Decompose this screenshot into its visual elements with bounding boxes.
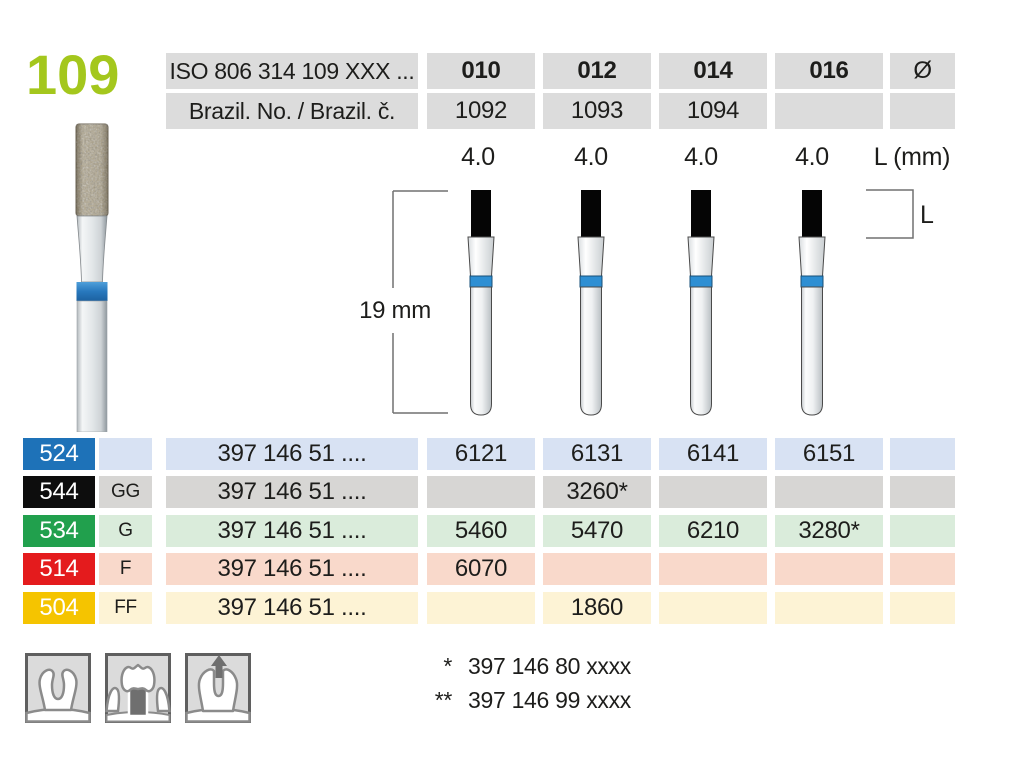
working-length-value: 4.0: [574, 142, 608, 171]
grit-label: [99, 438, 152, 470]
table-row: 504 FF 397 146 51 .... 1860: [0, 592, 1024, 624]
brazil-number: [775, 93, 883, 129]
grit-label: G: [99, 515, 152, 547]
order-number: [659, 553, 767, 585]
order-number: [427, 476, 535, 508]
shade-code-badge: 524: [23, 438, 95, 470]
bur-illustration-016: [798, 189, 826, 416]
bur-photo: [75, 123, 109, 432]
size-column-header: 016: [775, 53, 883, 89]
order-number: 5460: [427, 515, 535, 547]
article-number: 397 146 51 ....: [166, 553, 418, 585]
brazil-number-label: Brazil. No. / Brazil. č.: [166, 93, 418, 129]
brazil-number: 1093: [543, 93, 651, 129]
order-number: [890, 515, 955, 547]
order-number: 6070: [427, 553, 535, 585]
bur-neck: [76, 215, 108, 283]
order-number: [890, 553, 955, 585]
order-number: [659, 592, 767, 624]
shade-code-badge: 534: [23, 515, 95, 547]
working-length-label: L: [920, 201, 934, 229]
article-number: 397 146 51 ....: [166, 438, 418, 470]
order-number: [543, 553, 651, 585]
article-number: 397 146 51 ....: [166, 476, 418, 508]
table-row: 514 F 397 146 51 .... 6070: [0, 553, 1024, 585]
brazil-number: 1092: [427, 93, 535, 129]
order-number: [775, 553, 883, 585]
grit-label: F: [99, 553, 152, 585]
order-number: 6141: [659, 438, 767, 470]
order-number: 6151: [775, 438, 883, 470]
article-number: 397 146 51 ....: [166, 515, 418, 547]
diamond-head: [75, 123, 109, 217]
working-length-value: 4.0: [461, 142, 495, 171]
order-number: [890, 592, 955, 624]
application-icon-crown-removal: [185, 653, 251, 723]
working-length-value: 4.0: [795, 142, 829, 171]
figure-number: 109: [26, 43, 120, 106]
footnote-marker: **: [434, 686, 453, 713]
overall-length-label: 19 mm: [350, 297, 440, 325]
order-number: 3280*: [775, 515, 883, 547]
size-column-header: 012: [543, 53, 651, 89]
working-length-bracket: [866, 189, 914, 239]
order-number: [775, 476, 883, 508]
order-number: [890, 476, 955, 508]
order-number: [775, 592, 883, 624]
bur-shank: [76, 300, 108, 432]
grit-label: GG: [99, 476, 152, 508]
diameter-symbol: Ø: [890, 53, 955, 89]
brazil-number: [890, 93, 955, 129]
table-row: 534 G 397 146 51 .... 5460 5470 6210 328…: [0, 515, 1024, 547]
size-column-header: 010: [427, 53, 535, 89]
speed-ring: [76, 282, 108, 301]
application-icon-crown-stump-preparation: [105, 653, 171, 723]
order-number: [659, 476, 767, 508]
order-number: 6121: [427, 438, 535, 470]
length-unit-label: L (mm): [873, 142, 951, 171]
shade-code-badge: 504: [23, 592, 95, 624]
order-number: 6210: [659, 515, 767, 547]
bur-illustration-012: [577, 189, 605, 416]
table-row: 544 GG 397 146 51 .... 3260*: [0, 476, 1024, 508]
overall-length-bracket: [392, 190, 448, 414]
brazil-number: 1094: [659, 93, 767, 129]
arrow-up-icon: [211, 655, 227, 678]
footnote: * 397 146 80 xxxx: [414, 652, 734, 680]
iso-number-label: ISO 806 314 109 XXX ...: [166, 53, 418, 89]
footnote: ** 397 146 99 xxxx: [414, 686, 734, 714]
order-number: 1860: [543, 592, 651, 624]
footnote-marker: *: [443, 652, 452, 679]
order-number: [890, 438, 955, 470]
footnote-text: 397 146 80 xxxx: [468, 652, 632, 679]
shade-code-badge: 514: [23, 553, 95, 585]
order-number: 5470: [543, 515, 651, 547]
shade-code-badge: 544: [23, 476, 95, 508]
application-icon-cavity-preparation: [25, 653, 91, 723]
working-length-value: 4.0: [684, 142, 718, 171]
bur-illustration-010: [467, 189, 495, 416]
grit-label: FF: [99, 592, 152, 624]
table-row: 524 397 146 51 .... 6121 6131 6141 6151: [0, 438, 1024, 470]
size-column-header: 014: [659, 53, 767, 89]
bur-illustration-014: [687, 189, 715, 416]
header-row-brazil: Brazil. No. / Brazil. č. 1092 1093 1094: [0, 93, 1024, 129]
order-number: 6131: [543, 438, 651, 470]
footnote-text: 397 146 99 xxxx: [468, 686, 632, 713]
order-number: [427, 592, 535, 624]
header-row-iso: ISO 806 314 109 XXX ... 010 012 014 016 …: [0, 53, 1024, 89]
bur-diagram-svg: [392, 189, 914, 416]
order-number: 3260*: [543, 476, 651, 508]
article-number: 397 146 51 ....: [166, 592, 418, 624]
